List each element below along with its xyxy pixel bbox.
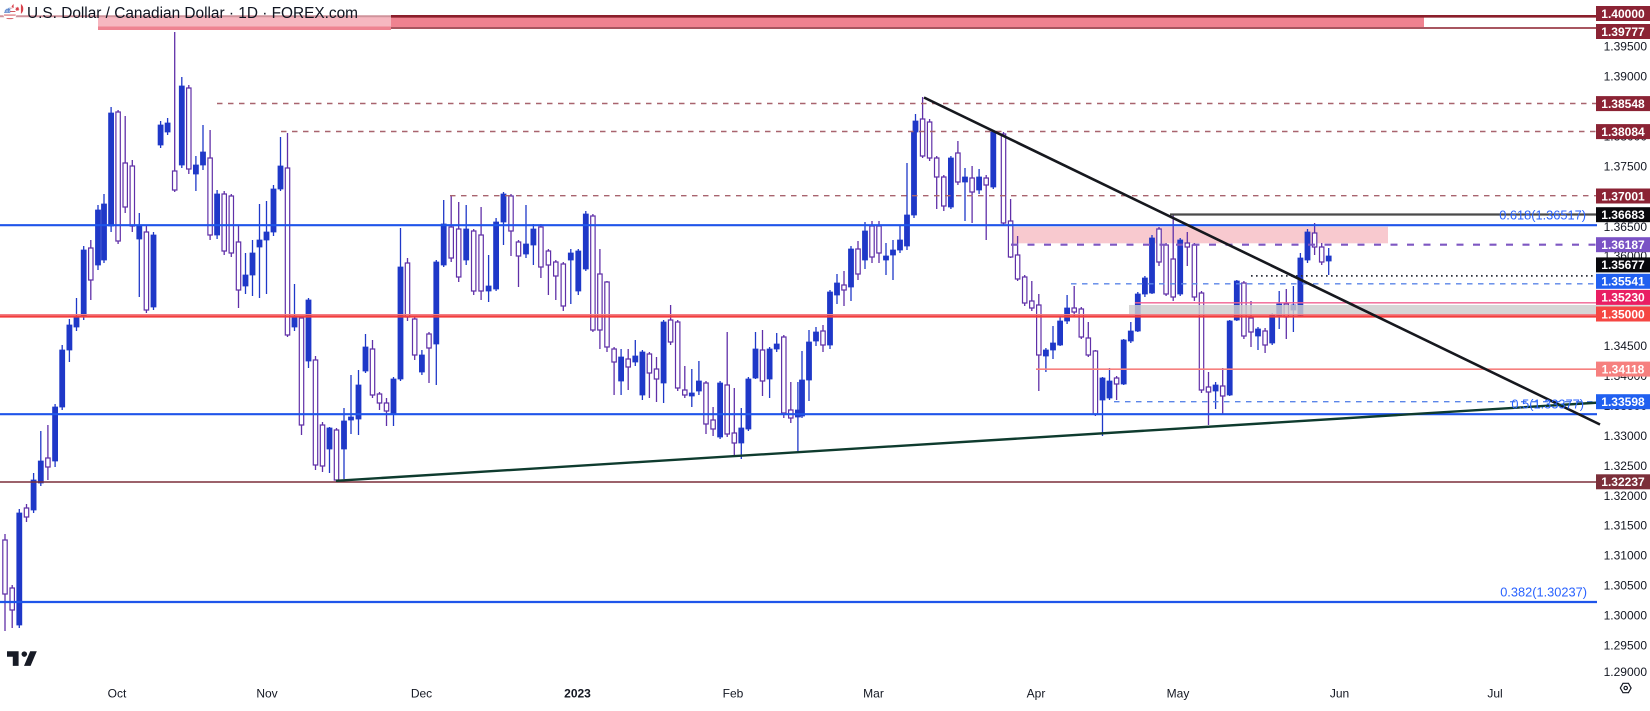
svg-text:Mar: Mar [863, 686, 884, 700]
svg-text:1.36683: 1.36683 [1601, 208, 1645, 222]
svg-text:1.39500: 1.39500 [1604, 40, 1648, 54]
svg-text:0.618(1.36517): 0.618(1.36517) [1499, 208, 1586, 223]
svg-text:1.39000: 1.39000 [1604, 69, 1648, 83]
svg-text:Jul: Jul [1487, 686, 1502, 700]
svg-text:1.31000: 1.31000 [1604, 549, 1648, 563]
svg-text:Oct: Oct [108, 686, 127, 700]
svg-text:Dec: Dec [411, 686, 432, 700]
svg-text:1.38084: 1.38084 [1601, 125, 1645, 139]
svg-text:1.36500: 1.36500 [1604, 220, 1648, 234]
svg-text:Nov: Nov [256, 686, 277, 700]
svg-text:2023: 2023 [564, 686, 591, 700]
svg-text:1.29000: 1.29000 [1604, 665, 1648, 679]
svg-text:1.30500: 1.30500 [1604, 579, 1648, 593]
svg-text:1.32237: 1.32237 [1601, 475, 1645, 489]
svg-text:1.35230: 1.35230 [1601, 291, 1645, 305]
svg-text:1.34500: 1.34500 [1604, 339, 1648, 353]
svg-text:1.35677: 1.35677 [1601, 258, 1645, 272]
svg-text:1.40000: 1.40000 [1601, 7, 1645, 21]
svg-text:1.38548: 1.38548 [1601, 97, 1645, 111]
svg-text:1.37001: 1.37001 [1601, 189, 1645, 203]
svg-text:0.382(1.30237): 0.382(1.30237) [1500, 584, 1587, 599]
svg-text:1.33000: 1.33000 [1604, 429, 1648, 443]
svg-text:May: May [1167, 686, 1190, 700]
svg-text:1.30000: 1.30000 [1604, 609, 1648, 623]
svg-text:1.36187: 1.36187 [1601, 238, 1645, 252]
svg-text:0.5(1.33377): 0.5(1.33377) [1511, 396, 1584, 411]
svg-text:1.31500: 1.31500 [1604, 519, 1648, 533]
svg-text:Jun: Jun [1330, 686, 1349, 700]
svg-text:1.33598: 1.33598 [1601, 395, 1645, 409]
svg-text:1.34118: 1.34118 [1602, 362, 1645, 376]
svg-text:1.35541: 1.35541 [1601, 275, 1645, 289]
svg-text:1.39777: 1.39777 [1601, 25, 1645, 39]
svg-text:1.35000: 1.35000 [1601, 307, 1645, 321]
svg-text:1.32000: 1.32000 [1604, 489, 1648, 503]
svg-text:1.37500: 1.37500 [1604, 159, 1648, 173]
svg-text:U.S. Dollar / Canadian Dollar: U.S. Dollar / Canadian Dollar · 1D · FOR… [27, 5, 358, 22]
svg-text:1.32500: 1.32500 [1604, 459, 1648, 473]
svg-text:Apr: Apr [1027, 686, 1046, 700]
svg-text:1.29500: 1.29500 [1604, 638, 1648, 652]
svg-text:Feb: Feb [723, 686, 744, 700]
